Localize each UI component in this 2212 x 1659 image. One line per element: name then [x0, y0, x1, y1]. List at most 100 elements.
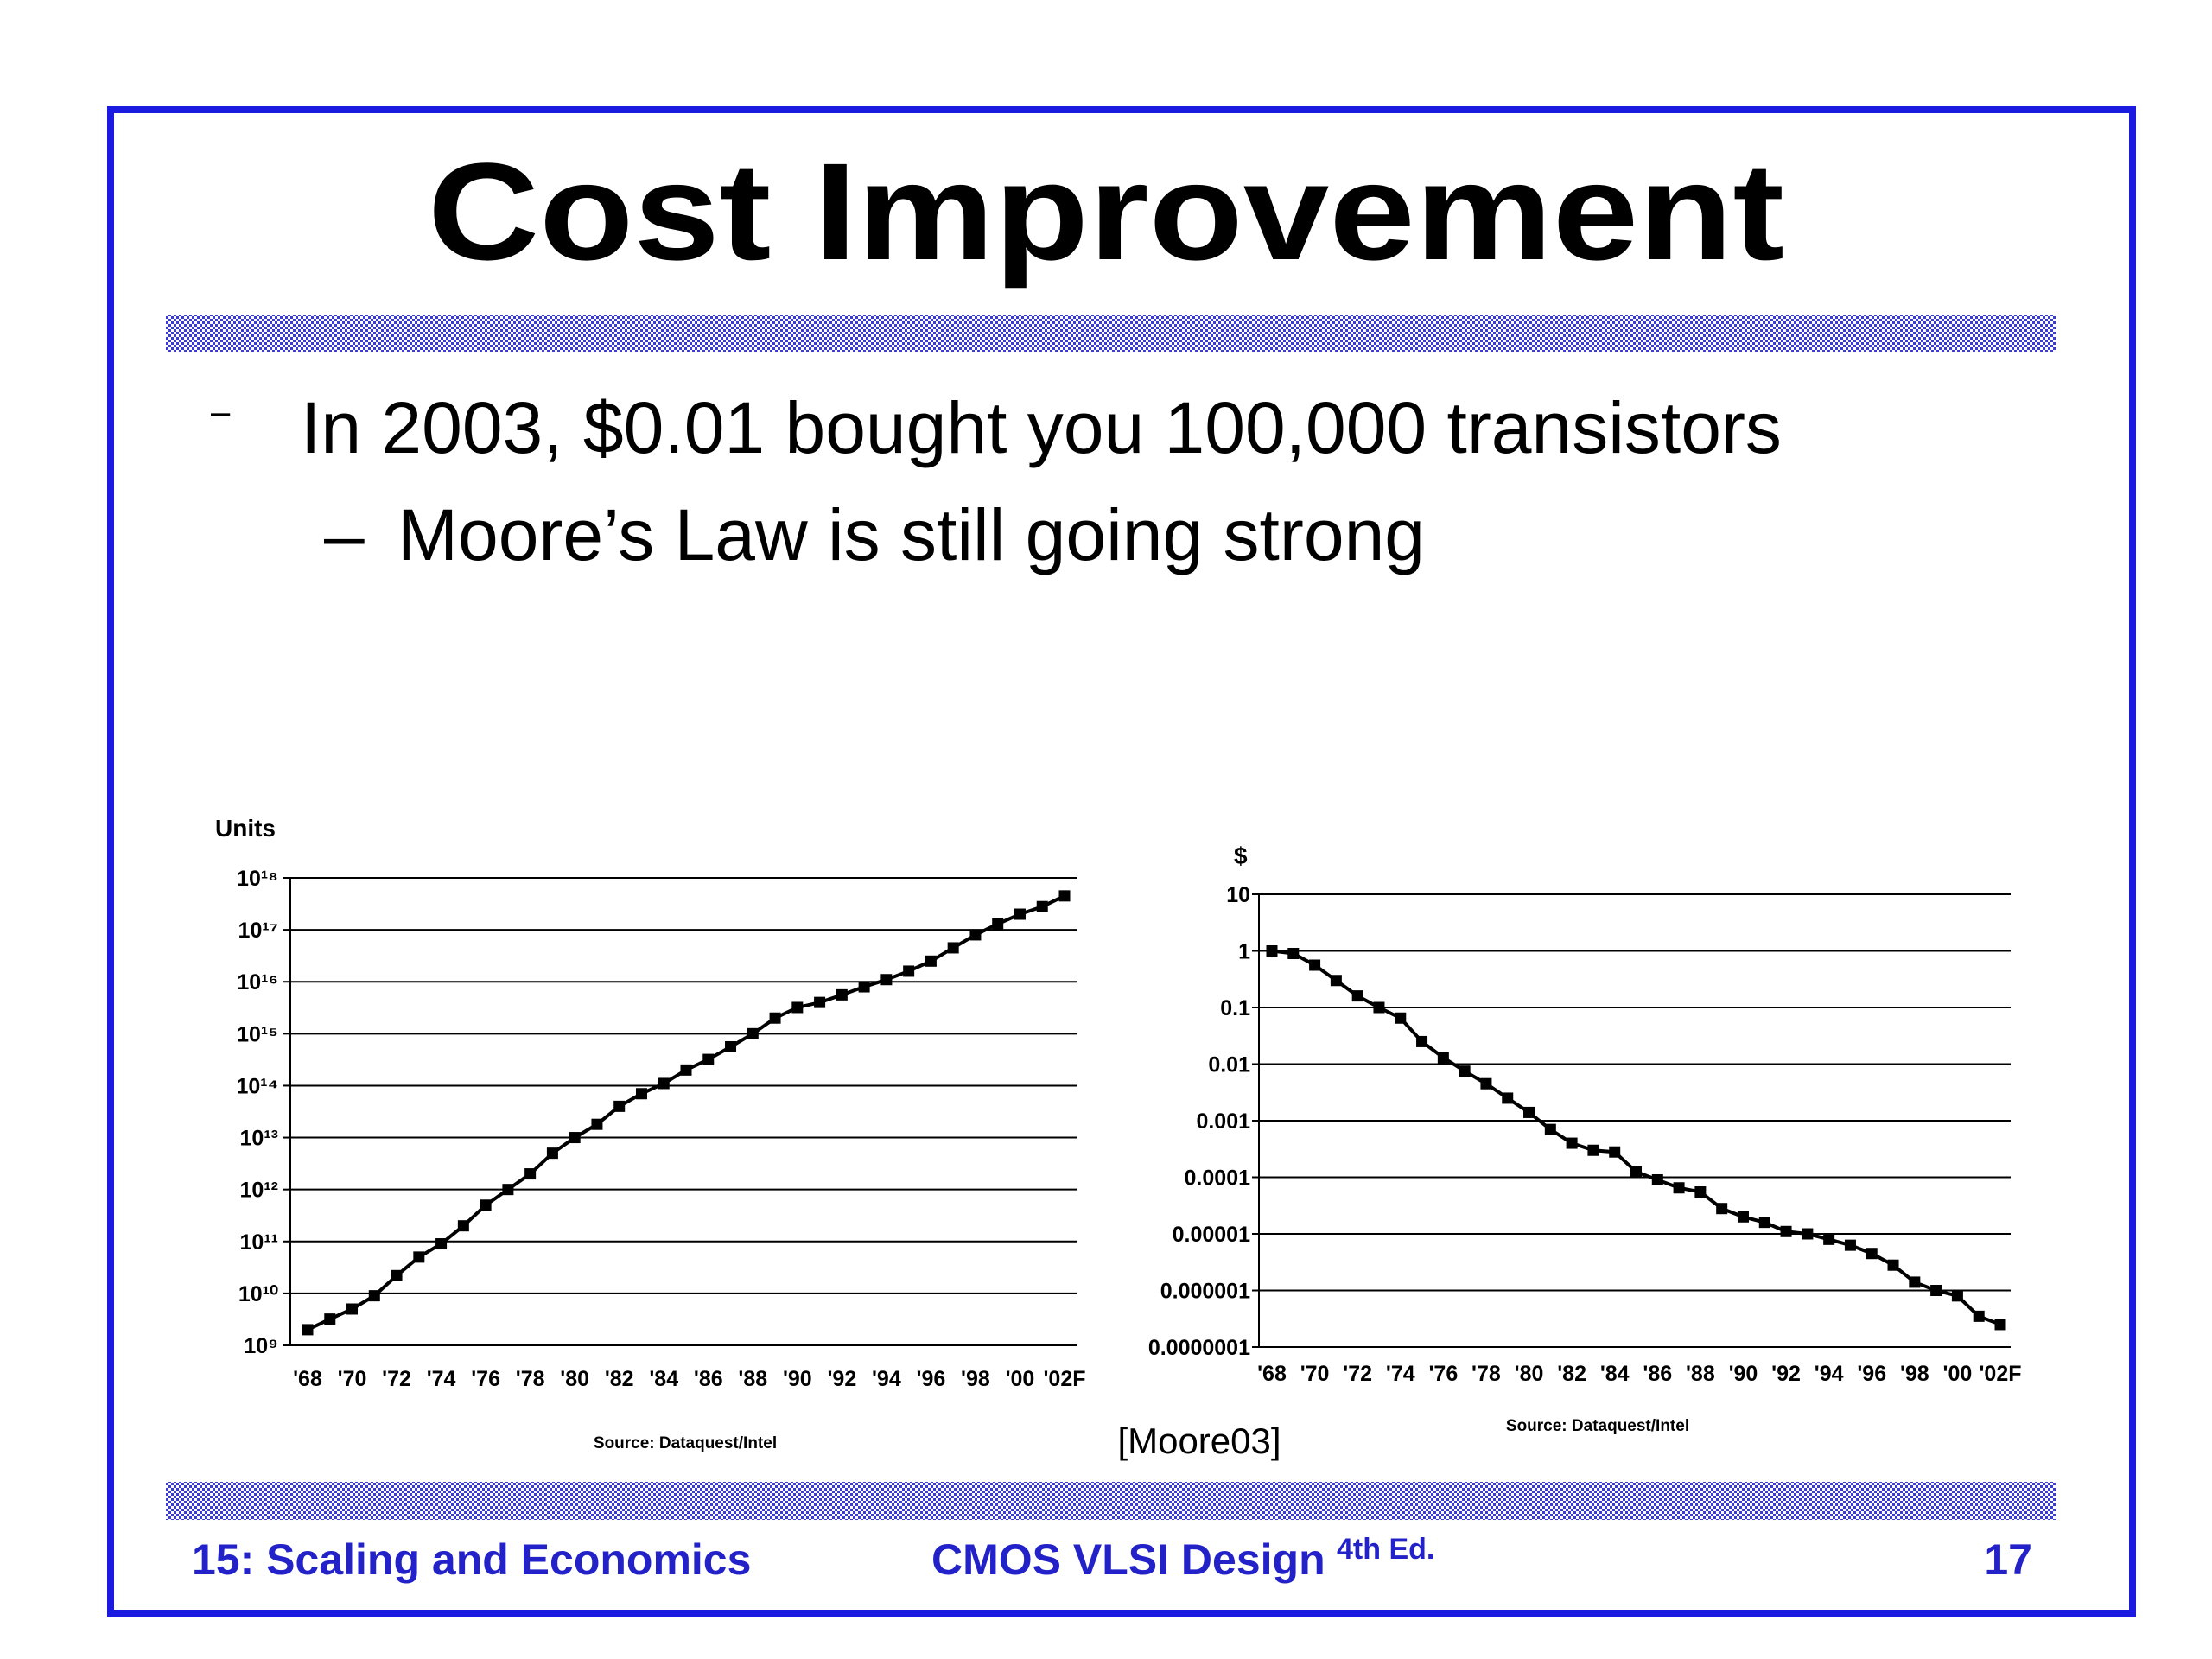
data-point — [1609, 1146, 1621, 1158]
y-tick-label: 10⁹ — [244, 1334, 278, 1358]
y-tick-label: 10¹⁶ — [237, 970, 278, 995]
data-point — [1758, 1217, 1770, 1229]
data-point — [1523, 1106, 1535, 1118]
data-point — [1437, 1052, 1449, 1064]
data-point — [747, 1027, 759, 1039]
data-point — [1014, 908, 1026, 920]
x-tick-label: '96 — [917, 1367, 946, 1391]
data-point — [1266, 945, 1278, 957]
y-tick-label: 10¹³ — [240, 1127, 278, 1151]
data-point — [302, 1324, 314, 1336]
y-tick-label: 10¹¹ — [240, 1230, 278, 1255]
x-tick-label: '74 — [1386, 1362, 1415, 1386]
x-tick-label: '92 — [827, 1367, 856, 1391]
data-point — [368, 1290, 380, 1302]
data-point — [1844, 1239, 1856, 1251]
y-tick-label: 10¹⁵ — [237, 1022, 278, 1046]
data-point — [391, 1269, 403, 1281]
bullet-marker: – — [324, 494, 365, 575]
x-tick-label: '98 — [1900, 1362, 1929, 1386]
data-point — [1887, 1259, 1899, 1271]
y-axis-label: Units — [215, 815, 276, 842]
data-point — [1694, 1186, 1707, 1198]
data-point — [858, 981, 870, 993]
y-tick-label: 0.000001 — [1160, 1280, 1250, 1304]
data-point — [1502, 1092, 1514, 1104]
data-point — [680, 1064, 692, 1076]
x-tick-label: '90 — [1729, 1362, 1758, 1386]
data-point — [1373, 1001, 1385, 1014]
citation: [Moore03] — [1117, 1421, 1281, 1461]
x-tick-label: '82 — [605, 1367, 634, 1391]
divider — [166, 315, 2056, 352]
data-point — [524, 1168, 537, 1180]
slide-title: Cost Improvement — [428, 134, 1784, 289]
x-tick-label: '68 — [1257, 1362, 1287, 1386]
x-tick-label: '88 — [738, 1367, 767, 1391]
data-point — [1909, 1276, 1921, 1288]
y-tick-label: 10 — [1226, 883, 1250, 907]
y-tick-label: 10¹⁷ — [238, 918, 278, 943]
y-tick-label: 0.01 — [1208, 1053, 1250, 1077]
source-note: Source: Dataquest/Intel — [594, 1434, 777, 1452]
data-point — [1330, 975, 1342, 987]
slide-border — [107, 106, 2136, 1617]
x-tick-label: '70 — [338, 1367, 367, 1391]
data-point — [1930, 1285, 1942, 1296]
y-tick-label: 10¹⁴ — [237, 1074, 279, 1098]
data-point — [969, 929, 982, 941]
x-tick-label: '88 — [1686, 1362, 1715, 1386]
data-point — [1737, 1211, 1749, 1223]
x-tick-label: '86 — [1643, 1362, 1672, 1386]
data-point — [1951, 1290, 1963, 1302]
data-line — [307, 894, 1065, 1332]
data-point — [1673, 1182, 1685, 1194]
data-point — [591, 1118, 603, 1130]
x-tick-label: '78 — [1471, 1362, 1501, 1386]
data-point — [1630, 1166, 1642, 1178]
x-tick-label: '00 — [1943, 1362, 1973, 1386]
x-tick-label: '86 — [694, 1367, 723, 1391]
x-tick-label: '96 — [1857, 1362, 1886, 1386]
data-point — [1716, 1203, 1728, 1215]
data-point — [502, 1184, 514, 1196]
x-tick-label: '72 — [382, 1367, 411, 1391]
x-tick-label: '74 — [427, 1367, 456, 1391]
x-tick-label: '78 — [516, 1367, 545, 1391]
data-point — [1994, 1319, 2006, 1331]
data-point — [791, 1001, 804, 1014]
x-tick-label: '76 — [471, 1367, 500, 1391]
data-point — [613, 1100, 626, 1112]
x-tick-label: '90 — [783, 1367, 812, 1391]
x-tick-label: '92 — [1771, 1362, 1801, 1386]
data-point — [324, 1313, 336, 1325]
bullet-text: In 2003, $0.01 bought you 100,000 transi… — [301, 387, 1782, 468]
data-point — [1973, 1310, 1985, 1322]
data-point — [1651, 1173, 1663, 1185]
y-tick-label: 0.0001 — [1185, 1166, 1251, 1191]
y-tick-label: 10¹⁸ — [237, 867, 278, 891]
data-point — [1309, 959, 1321, 971]
x-tick-label: '94 — [1815, 1362, 1844, 1386]
data-point — [836, 988, 848, 1001]
data-point — [1459, 1065, 1471, 1077]
data-point — [1866, 1248, 1878, 1260]
data-point — [1780, 1225, 1792, 1237]
data-point — [1036, 900, 1048, 912]
y-tick-label: 0.1 — [1220, 996, 1250, 1020]
data-point — [1802, 1228, 1814, 1240]
data-point — [569, 1132, 581, 1144]
data-point — [769, 1012, 781, 1024]
x-tick-label: '00 — [1006, 1367, 1035, 1391]
data-point — [413, 1251, 425, 1263]
data-point — [457, 1220, 469, 1232]
data-point — [992, 918, 1004, 930]
x-tick-label: '82 — [1557, 1362, 1586, 1386]
y-tick-label: 0.00001 — [1173, 1223, 1250, 1247]
data-point — [1480, 1077, 1492, 1090]
bullet-text: Moore’s Law is still going strong — [397, 494, 1425, 575]
y-tick-label: 1 — [1238, 940, 1250, 964]
data-point — [435, 1238, 448, 1250]
